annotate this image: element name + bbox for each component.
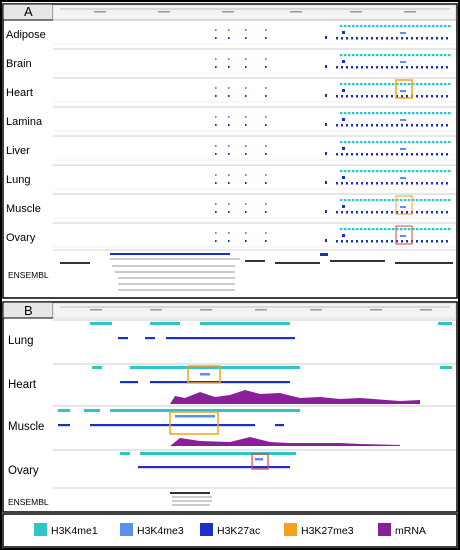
panel-a-highlight-muscle xyxy=(395,195,413,215)
legend-item: mRNA xyxy=(378,523,426,537)
panel-b-highlight-heart xyxy=(187,365,221,384)
panel-a-track-ovary: Ovary xyxy=(6,222,456,248)
panel-a-track-label: Lung xyxy=(6,174,30,186)
panel-b-track-lung: Lung xyxy=(8,319,456,347)
legend-item: H3K4me3 xyxy=(120,523,184,537)
panel-a-track-muscle: Muscle xyxy=(6,193,456,219)
panel-a-ensembl-track: ENSEMBL xyxy=(8,249,456,291)
panel-a-track-adipose: Adipose xyxy=(6,19,456,45)
panel-b-ensembl-track: ENSEMBL xyxy=(8,487,456,507)
panel-b-track-label: Lung xyxy=(8,335,34,347)
panel-a-highlight-heart xyxy=(395,79,413,99)
legend: H3K4me1 H3K4me3 H3K27ac H3K27me3 mRNA xyxy=(2,513,458,548)
legend-item: H3K4me1 xyxy=(34,523,98,537)
panel-b-ensembl-label: ENSEMBL xyxy=(8,497,49,507)
panel-a-track-label: Adipose xyxy=(6,29,46,41)
legend-label: H3K4me3 xyxy=(137,525,184,537)
panel-b: B Lung Heart Muscle Ovary ENSEMBL xyxy=(2,301,458,513)
panel-b-highlight-ovary xyxy=(251,453,269,470)
panel-a-ruler xyxy=(52,4,457,21)
legend-item: H3K27ac xyxy=(200,523,260,537)
legend-swatch xyxy=(378,523,391,536)
panel-b-ruler xyxy=(52,302,457,319)
legend-swatch xyxy=(34,523,47,536)
panel-a-track-heart: Heart xyxy=(6,77,456,103)
panel-b-track-label: Ovary xyxy=(8,465,39,477)
legend-label: H3K4me1 xyxy=(51,525,98,537)
panel-a-track-label: Liver xyxy=(6,145,30,157)
legend-swatch xyxy=(120,523,133,536)
panel-b-track-ovary: Ovary xyxy=(8,449,456,477)
panel-a: A Adipose Brain Heart Lamina Liver Lung Muscle… xyxy=(2,3,458,299)
panel-a-track-label: Brain xyxy=(6,58,32,70)
panel-b-frame xyxy=(2,301,458,513)
panel-b-track-label: Muscle xyxy=(8,421,44,433)
legend-label: mRNA xyxy=(395,525,426,537)
panel-b-track-heart: Heart xyxy=(8,363,456,391)
panel-b-highlight-muscle xyxy=(169,411,219,435)
legend-label: H3K27ac xyxy=(217,525,260,537)
legend-swatch xyxy=(284,523,297,536)
panel-a-track-label: Ovary xyxy=(6,232,36,244)
panel-a-letter: A xyxy=(24,4,33,19)
panel-a-ensembl-label: ENSEMBL xyxy=(8,270,49,280)
panel-a-highlight-ovary xyxy=(395,225,413,245)
panel-a-track-brain: Brain xyxy=(6,48,456,74)
panel-a-track-label: Heart xyxy=(6,87,33,99)
legend-swatch xyxy=(200,523,213,536)
legend-item: H3K27me3 xyxy=(284,523,354,537)
panel-a-track-lung: Lung xyxy=(6,164,456,190)
panel-b-letter: B xyxy=(24,303,33,318)
panel-b-tracks: Lung Heart Muscle Ovary xyxy=(8,319,456,477)
panel-a-track-liver: Liver xyxy=(6,135,456,161)
panel-b-track-muscle: Muscle xyxy=(8,405,456,433)
panel-a-tracks: Adipose Brain Heart Lamina Liver Lung Muscle Ov… xyxy=(6,19,456,248)
panel-a-track-label: Muscle xyxy=(6,203,41,215)
legend-label: H3K27me3 xyxy=(301,525,354,537)
panel-b-track-label: Heart xyxy=(8,379,37,391)
panel-a-frame xyxy=(2,3,458,299)
panel-a-track-lamina: Lamina xyxy=(6,106,456,132)
panel-a-track-label: Lamina xyxy=(6,116,43,128)
